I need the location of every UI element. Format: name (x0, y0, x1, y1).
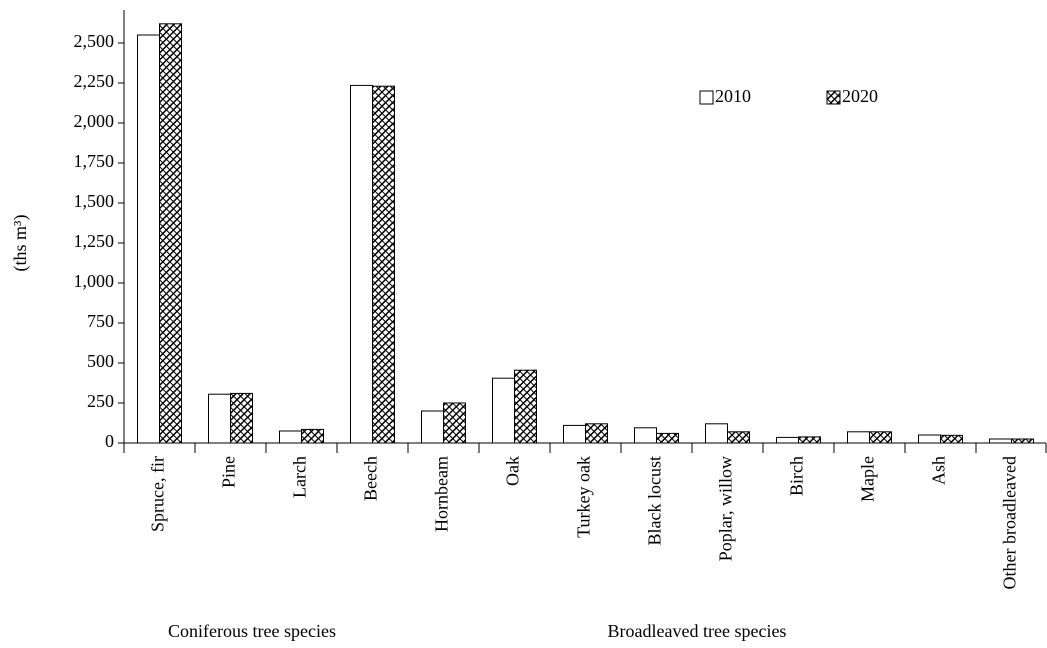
bar (798, 436, 821, 444)
legend-swatch (699, 90, 714, 105)
bar (159, 23, 182, 444)
y-tick-label: 1,500 (74, 191, 115, 211)
y-tick-label: 1,000 (74, 271, 115, 291)
bar (585, 423, 608, 444)
bar (563, 424, 586, 444)
x-tick-label: Hornbeam (432, 456, 452, 532)
x-tick-label: Beech (361, 456, 381, 501)
bar (847, 431, 870, 444)
x-tick-label: Ash (929, 456, 949, 485)
x-tick-label: Black locust (645, 456, 665, 545)
x-tick-label: Spruce, fir (148, 456, 168, 532)
bar (443, 402, 466, 444)
bar (940, 434, 963, 444)
x-tick-label: Maple (858, 456, 878, 502)
y-tick-label: 2,500 (74, 31, 115, 51)
bar (1011, 438, 1034, 444)
bar (869, 431, 892, 444)
y-tick-label: 2,250 (74, 71, 115, 91)
bar (492, 377, 515, 444)
y-tick-label: 1,750 (74, 151, 115, 171)
x-tick-label: Pine (219, 456, 239, 488)
bar (137, 34, 160, 444)
bar (634, 427, 657, 444)
x-tick-label: Other broadleaved (1000, 456, 1020, 589)
bar (350, 84, 373, 444)
x-tick-label: Oak (503, 456, 523, 486)
bar (421, 410, 444, 444)
bar (705, 423, 728, 444)
y-tick-label: 750 (87, 311, 114, 331)
y-tick-label: 2,000 (74, 111, 115, 131)
bar (776, 436, 799, 444)
bar (279, 430, 302, 444)
group-label: Coniferous tree species (168, 621, 336, 641)
legend-label: 2020 (842, 86, 878, 106)
y-tick-label: 500 (87, 351, 114, 371)
x-tick-label: Larch (290, 456, 310, 498)
bar (656, 432, 679, 444)
y-tick-label: 0 (105, 431, 114, 451)
x-tick-label: Poplar, willow (716, 456, 736, 561)
y-tick-label: 250 (87, 391, 114, 411)
bar (727, 431, 750, 444)
bar (230, 392, 253, 444)
x-tick-label: Birch (787, 456, 807, 496)
legend-label: 2010 (715, 86, 751, 106)
y-tick-label: 1,250 (74, 231, 115, 251)
legend-swatch (826, 90, 841, 105)
y-axis-label: (ths m³) (10, 215, 31, 272)
bar (918, 434, 941, 444)
bar (372, 85, 395, 444)
x-tick-label: Turkey oak (574, 456, 594, 538)
group-label: Broadleaved tree species (608, 621, 787, 641)
bar (208, 393, 231, 444)
bar (514, 369, 537, 444)
bar (301, 428, 324, 444)
bar (989, 438, 1012, 444)
